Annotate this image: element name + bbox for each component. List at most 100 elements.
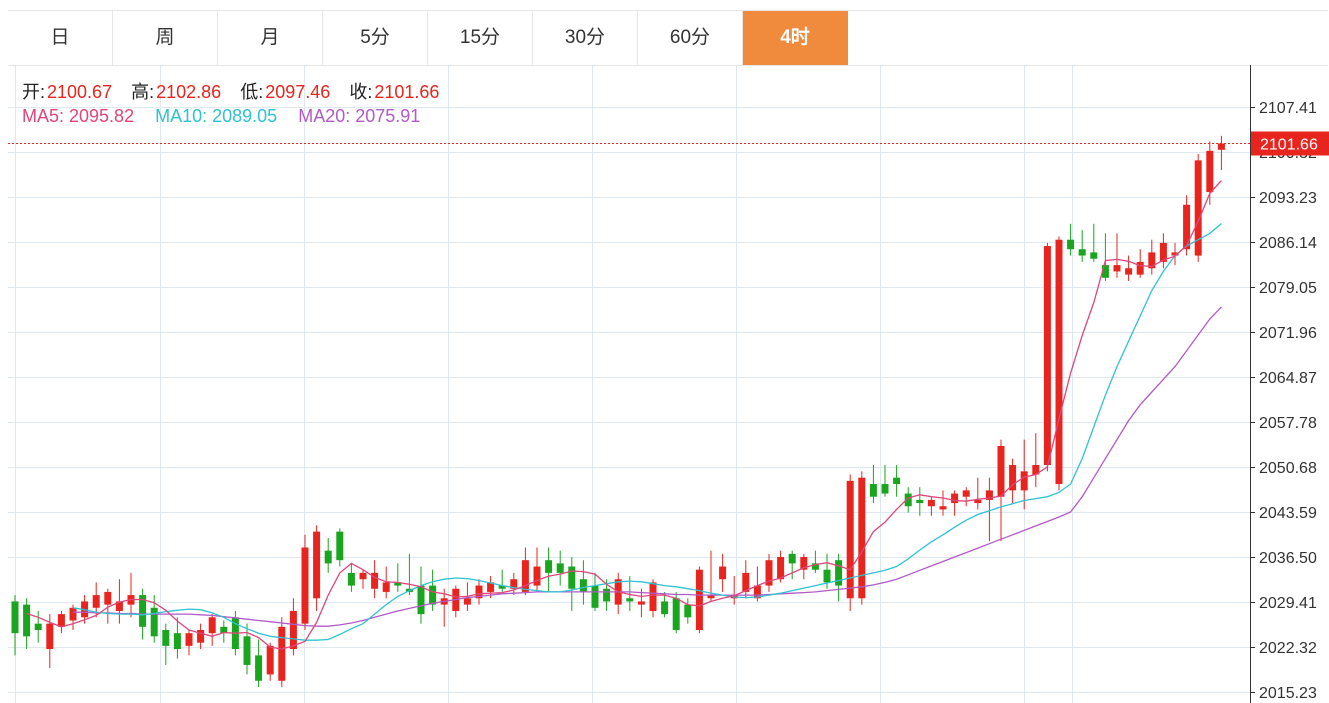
candle bbox=[313, 525, 321, 611]
axis-tick-label: 2093.23 bbox=[1259, 190, 1317, 207]
ma5-line bbox=[26, 180, 1222, 650]
candle-body bbox=[626, 598, 634, 602]
candle bbox=[579, 560, 587, 605]
tab-5min[interactable]: 5分 bbox=[323, 11, 428, 65]
candle-body bbox=[846, 480, 854, 599]
candle-body bbox=[904, 493, 912, 507]
candle bbox=[835, 553, 843, 602]
candle bbox=[266, 642, 274, 681]
tab-60min[interactable]: 60分 bbox=[638, 11, 743, 65]
candle-body bbox=[927, 499, 935, 507]
candle-body bbox=[139, 595, 147, 627]
candle-body bbox=[545, 560, 553, 573]
candle bbox=[765, 553, 773, 592]
candle bbox=[452, 585, 460, 618]
candle bbox=[1113, 233, 1121, 278]
candle bbox=[858, 471, 866, 605]
tab-week[interactable]: 周 bbox=[113, 11, 218, 65]
candle-body bbox=[962, 490, 970, 497]
candle-body bbox=[637, 601, 645, 605]
candle-body bbox=[1043, 246, 1051, 465]
candle-body bbox=[266, 645, 274, 675]
candle-body bbox=[371, 572, 379, 589]
candle-body bbox=[220, 626, 228, 634]
candle-body bbox=[684, 604, 692, 618]
candle-body bbox=[707, 595, 715, 599]
tab-30min[interactable]: 30分 bbox=[533, 11, 638, 65]
candle-body bbox=[1078, 249, 1086, 256]
candle-body bbox=[858, 477, 866, 599]
candle bbox=[846, 474, 854, 611]
candle bbox=[719, 553, 727, 592]
candle-body bbox=[603, 588, 611, 602]
tab-4hour[interactable]: 4时 bbox=[743, 11, 848, 65]
candle bbox=[1136, 249, 1144, 278]
close-label: 收: bbox=[349, 82, 373, 102]
candle bbox=[1171, 242, 1179, 266]
tab-15min[interactable]: 15分 bbox=[428, 11, 533, 65]
axis-tick-label: 2036.50 bbox=[1259, 550, 1317, 567]
candle-body bbox=[719, 566, 727, 580]
candle bbox=[951, 490, 959, 516]
candle bbox=[1148, 239, 1156, 275]
candle bbox=[916, 487, 924, 516]
open-label: 开: bbox=[22, 82, 46, 102]
candle-body bbox=[336, 531, 344, 561]
current-price-label: 2101.66 bbox=[1260, 136, 1318, 153]
candles bbox=[11, 135, 1225, 688]
high-value: 2102.86 bbox=[156, 82, 222, 102]
candle bbox=[394, 563, 402, 592]
candle bbox=[1090, 223, 1098, 262]
candle bbox=[904, 487, 912, 513]
candle-body bbox=[394, 582, 402, 586]
candle bbox=[57, 610, 65, 634]
candle-body bbox=[69, 607, 77, 621]
candle bbox=[220, 620, 228, 643]
candle bbox=[614, 572, 622, 615]
candle-body bbox=[742, 572, 750, 592]
candle-body bbox=[162, 629, 170, 646]
candle bbox=[69, 604, 77, 630]
axis-tick-label: 2057.78 bbox=[1259, 415, 1317, 432]
candle-body bbox=[1067, 239, 1075, 250]
candle bbox=[336, 528, 344, 567]
candle bbox=[1194, 154, 1202, 262]
candle bbox=[371, 560, 379, 599]
candle bbox=[208, 614, 216, 646]
tab-day[interactable]: 日 bbox=[8, 11, 113, 65]
candle-body bbox=[57, 614, 65, 627]
candle-body bbox=[104, 591, 112, 605]
candle-body bbox=[765, 560, 773, 586]
candle-body bbox=[1055, 239, 1063, 485]
axis-tick-label: 2029.41 bbox=[1259, 595, 1317, 612]
ma-readout: MA5: 2095.82 MA10: 2089.05 MA20: 2075.91 bbox=[22, 106, 420, 127]
candle-body bbox=[649, 582, 657, 611]
candle-body bbox=[1206, 150, 1214, 193]
ma20-value: MA20: 2075.91 bbox=[298, 106, 421, 126]
axis-tick-label: 2086.14 bbox=[1259, 235, 1317, 252]
candle bbox=[255, 639, 263, 688]
timeframe-tabs: 日 周 月 5分 15分 30分 60分 4时 bbox=[8, 10, 1328, 66]
candle bbox=[46, 614, 54, 669]
candle bbox=[1159, 233, 1167, 269]
candle bbox=[1043, 242, 1051, 472]
candle bbox=[23, 598, 31, 650]
candle bbox=[1009, 458, 1017, 504]
candle bbox=[34, 610, 42, 643]
candle bbox=[684, 598, 692, 624]
candle bbox=[545, 547, 553, 592]
candle-body bbox=[243, 636, 251, 665]
candle-body bbox=[1101, 265, 1109, 278]
high-label: 高: bbox=[131, 82, 155, 102]
candle bbox=[185, 629, 193, 656]
candle-body bbox=[753, 585, 761, 599]
candle-body bbox=[1171, 252, 1179, 256]
candle-body bbox=[289, 610, 297, 650]
tab-month[interactable]: 月 bbox=[218, 11, 323, 65]
candle bbox=[788, 550, 796, 580]
candle bbox=[197, 623, 205, 650]
candle bbox=[417, 566, 425, 624]
candle-body bbox=[823, 569, 831, 583]
candle bbox=[869, 464, 877, 504]
